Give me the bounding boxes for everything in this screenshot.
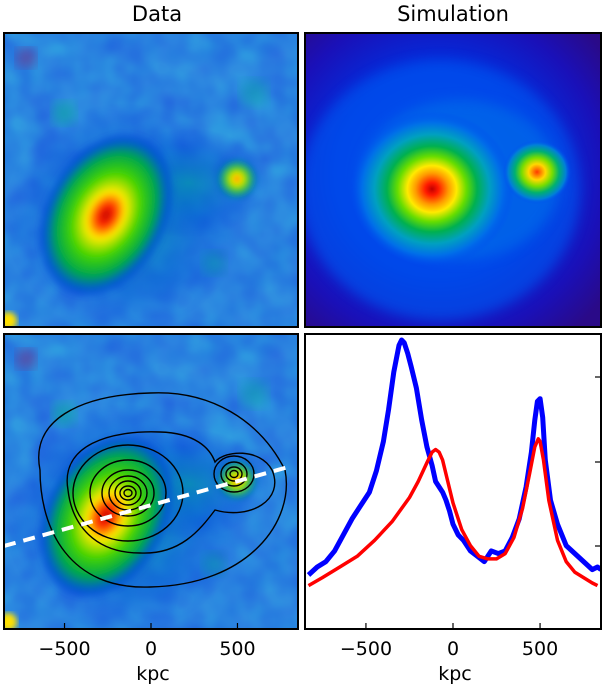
x-axis-right: −500 0 500 kpc — [340, 623, 558, 685]
profile-line-blue — [306, 337, 601, 577]
data-map-top — [0, 33, 298, 333]
simulation-map — [305, 33, 601, 327]
x-tick-label: 500 — [522, 638, 558, 660]
data-map-contours — [4, 334, 298, 634]
contour-lines — [38, 392, 287, 588]
x-tick-label: 0 — [447, 638, 459, 660]
x-axis-left: −500 0 500 kpc — [38, 623, 256, 685]
x-tick-label: 500 — [219, 638, 255, 660]
title-data: Data — [131, 2, 183, 26]
x-axis-label: kpc — [438, 663, 472, 685]
x-tick-label: 0 — [145, 638, 157, 660]
profile-cut-line — [4, 464, 293, 548]
profile-line-red — [307, 437, 599, 588]
x-tick-label: −500 — [38, 638, 90, 660]
title-simulation: Simulation — [397, 2, 509, 26]
panel-top-right-frame — [304, 32, 602, 328]
x-tick-label: −500 — [340, 638, 392, 660]
profile-plot — [305, 334, 601, 629]
x-axis-label: kpc — [136, 663, 170, 685]
panel-top-left-frame — [3, 32, 299, 328]
